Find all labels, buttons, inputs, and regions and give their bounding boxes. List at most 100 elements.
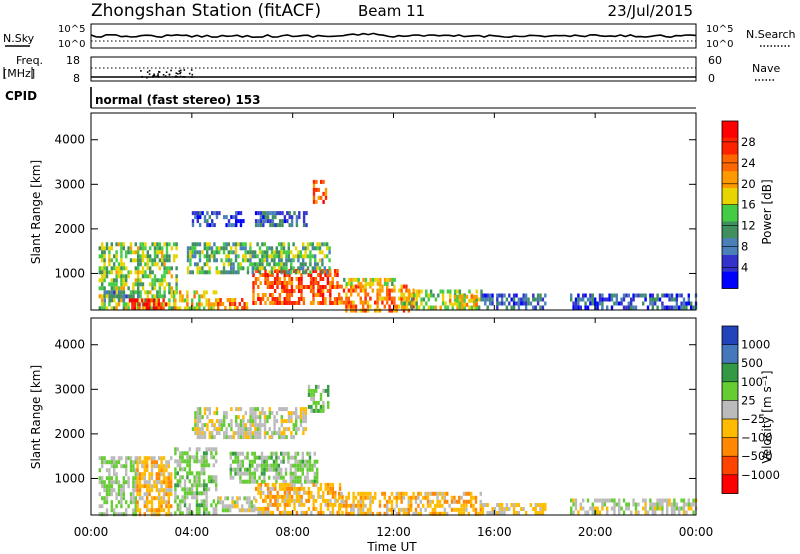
heatmap-cell (654, 297, 657, 302)
heatmap-cell (127, 294, 130, 299)
heatmap-cell (610, 305, 614, 310)
heatmap-cell (186, 258, 190, 263)
heatmap-cell (158, 282, 161, 287)
heatmap-cell (188, 511, 191, 516)
heatmap-cell (280, 242, 283, 247)
heatmap-cell (176, 503, 179, 508)
heatmap-cell (136, 492, 139, 497)
heatmap-cell (326, 242, 329, 247)
heatmap-cell (261, 266, 264, 271)
heatmap-cell (165, 254, 169, 259)
heatmap-cell (225, 431, 228, 436)
heatmap-cell (331, 494, 335, 499)
heatmap-cell (318, 250, 322, 255)
heatmap-cell (615, 301, 618, 306)
heatmap-cell (198, 306, 201, 311)
heatmap-cell (149, 258, 152, 263)
heatmap-cell (261, 423, 264, 428)
beam-label: Beam 11 (358, 2, 425, 20)
heatmap-cell (429, 293, 433, 298)
heatmap-cell (298, 498, 301, 503)
heatmap-cell (174, 298, 177, 303)
heatmap-cell (231, 298, 234, 302)
heatmap-cell (321, 258, 324, 263)
heatmap-cell (316, 262, 319, 267)
heatmap-cell (426, 499, 430, 504)
heatmap-cell (458, 499, 461, 504)
heatmap-cell (120, 500, 123, 505)
heatmap-cell (290, 431, 293, 436)
heatmap-cell (316, 459, 319, 464)
heatmap-cell (449, 294, 452, 299)
heatmap-cell (110, 282, 113, 287)
heatmap-cell (141, 476, 144, 481)
heatmap-cell (310, 396, 313, 401)
heatmap-cell (319, 404, 323, 409)
heatmap-cell (317, 281, 320, 285)
heatmap-cell (287, 415, 291, 420)
heatmap-cell (422, 305, 426, 310)
heatmap-cell (436, 511, 439, 516)
heatmap-cell (321, 250, 324, 255)
heatmap-cell (244, 411, 247, 416)
heatmap-cell (395, 503, 398, 508)
heatmap-cell (307, 392, 311, 397)
heatmap-cell (264, 211, 267, 216)
heatmap-cell (199, 419, 202, 424)
heatmap-cell (388, 277, 392, 282)
heatmap-cell (138, 508, 142, 513)
heatmap-cell (132, 282, 135, 287)
heatmap-cell (258, 270, 262, 275)
heatmap-cell (364, 284, 367, 289)
heatmap-cell (153, 246, 157, 251)
heatmap-cell (248, 496, 251, 501)
heatmap-cell (287, 451, 290, 456)
heatmap-cell (155, 472, 158, 477)
heatmap-cell (386, 288, 389, 293)
heatmap-cell (412, 491, 415, 496)
heatmap-cell (165, 484, 168, 489)
heatmap-cell (105, 242, 109, 247)
heatmap-cell (113, 512, 116, 517)
heatmap-cell (632, 305, 635, 310)
heatmap-cell (458, 507, 461, 512)
heatmap-cell (215, 215, 219, 220)
heatmap-cell (254, 486, 258, 491)
heatmap-cell (105, 496, 109, 501)
heatmap-cell (215, 407, 219, 412)
heatmap-cell (254, 269, 258, 273)
heatmap-cell (500, 511, 504, 515)
heatmap-cell (401, 293, 404, 298)
heatmap-cell (160, 504, 163, 509)
heatmap-cell (244, 471, 247, 476)
heatmap-cell (276, 297, 279, 301)
heatmap-cell (215, 503, 218, 508)
heatmap-cell (127, 250, 130, 255)
heatmap-cell (165, 476, 168, 481)
heatmap-cell (210, 447, 213, 452)
heatmap-cell (196, 411, 199, 416)
heatmap-cell (637, 510, 640, 515)
colorbar-tick-label: 20 (741, 177, 756, 191)
heatmap-cell (465, 499, 468, 504)
heatmap-cell (98, 306, 101, 311)
heatmap-cell (173, 242, 176, 247)
heatmap-cell (269, 281, 272, 285)
heatmap-cell (206, 254, 209, 259)
heatmap-cell (591, 506, 594, 511)
heatmap-cell (263, 455, 266, 460)
heatmap-cell (321, 262, 324, 267)
heatmap-cell (608, 293, 611, 298)
heatmap-cell (463, 302, 466, 307)
heatmap-cell (179, 507, 182, 512)
heatmap-cell (350, 300, 353, 305)
heatmap-cell (196, 435, 199, 440)
heatmap-cell (324, 191, 328, 196)
heatmap-cell (239, 479, 242, 484)
heatmap-cell (296, 459, 300, 464)
heatmap-cell (323, 242, 326, 247)
heatmap-cell (175, 242, 178, 247)
heatmap-cell (402, 511, 406, 516)
heatmap-cell (278, 219, 282, 224)
heatmap-cell (405, 305, 409, 310)
